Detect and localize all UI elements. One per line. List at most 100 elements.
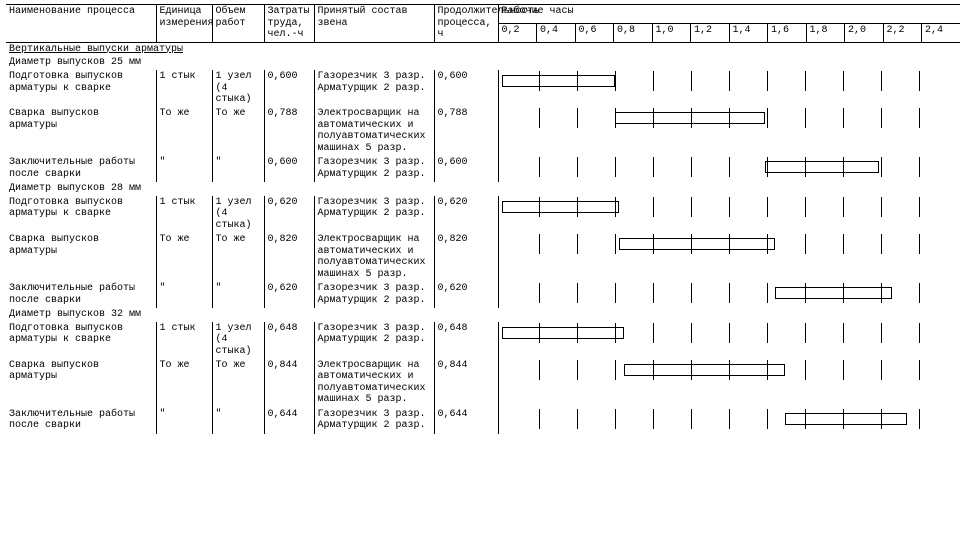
- hdr-tick: 0,2: [498, 23, 537, 42]
- cell-duration: 0,648: [434, 322, 498, 359]
- cell-crew: Газорезчик 3 разр. Арматурщик 2 разр.: [314, 156, 434, 182]
- gantt-cell: [498, 70, 960, 107]
- gantt-bar: [624, 364, 784, 376]
- cell-unit: 1 стык: [156, 196, 212, 233]
- cell-labor: 0,820: [264, 233, 314, 282]
- gantt-bar: [785, 413, 907, 425]
- cell-name: Подготовка выпусков арматуры к сварке: [6, 70, 156, 107]
- hdr-tick: 1,6: [768, 23, 807, 42]
- hdr-duration: Продолжительность процесса, ч: [434, 5, 498, 43]
- cell-labor: 0,644: [264, 408, 314, 434]
- cell-name: Подготовка выпусков арматуры к сварке: [6, 322, 156, 359]
- cell-crew: Электросварщик на автоматических и полуа…: [314, 359, 434, 408]
- table-row: Подготовка выпусков арматуры к сварке1 с…: [6, 196, 960, 233]
- cell-unit: 1 стык: [156, 70, 212, 107]
- hdr-tick: 1,4: [729, 23, 768, 42]
- group-title: Диаметр выпусков 28 мм: [6, 182, 960, 196]
- cell-labor: 0,620: [264, 282, 314, 308]
- cell-unit: ": [156, 282, 212, 308]
- gantt-cell: [498, 282, 960, 308]
- hdr-tick: 0,4: [537, 23, 576, 42]
- cell-volume: ": [212, 408, 264, 434]
- gantt-cell: [498, 107, 960, 156]
- process-table: Наименование процесса Единица измерения …: [6, 4, 960, 425]
- hdr-tick: 2,0: [845, 23, 884, 42]
- cell-unit: 1 стык: [156, 322, 212, 359]
- cell-unit: ": [156, 156, 212, 182]
- group-title: Диаметр выпусков 25 мм: [6, 56, 960, 70]
- table-row: Подготовка выпусков арматуры к сварке1 с…: [6, 322, 960, 359]
- cell-volume: ": [212, 156, 264, 182]
- cell-name: Сварка выпусков арматуры: [6, 107, 156, 156]
- cell-unit: То же: [156, 107, 212, 156]
- cell-volume: ": [212, 282, 264, 308]
- cell-crew: Газорезчик 3 разр. Арматурщик 2 разр.: [314, 196, 434, 233]
- gantt-bar: [765, 161, 879, 173]
- table-row: Сварка выпусков арматурыТо жеТо же0,820Э…: [6, 233, 960, 282]
- cell-name: Подготовка выпусков арматуры к сварке: [6, 196, 156, 233]
- gantt-cell: [498, 233, 960, 282]
- table-row: Заключительные работы после сварки""0,64…: [6, 408, 960, 434]
- hdr-tick: 1,2: [691, 23, 730, 42]
- cell-volume: То же: [212, 107, 264, 156]
- cell-duration: 0,844: [434, 359, 498, 408]
- cell-duration: 0,600: [434, 156, 498, 182]
- cell-name: Заключительные работы после сварки: [6, 408, 156, 434]
- hdr-crew: Принятый состав звена: [314, 5, 434, 43]
- cell-duration: 0,620: [434, 196, 498, 233]
- cell-labor: 0,600: [264, 156, 314, 182]
- cell-labor: 0,620: [264, 196, 314, 233]
- hdr-tick: 2,4: [922, 23, 961, 42]
- cell-duration: 0,600: [434, 70, 498, 107]
- cell-labor: 0,844: [264, 359, 314, 408]
- table-row: Сварка выпусков арматурыТо жеТо же0,788Э…: [6, 107, 960, 156]
- gantt-cell: [498, 322, 960, 359]
- hdr-tick: 1,0: [652, 23, 691, 42]
- cell-duration: 0,820: [434, 233, 498, 282]
- cell-crew: Газорезчик 3 разр. Арматурщик 2 разр.: [314, 282, 434, 308]
- cell-duration: 0,620: [434, 282, 498, 308]
- cell-crew: Электросварщик на автоматических и полуа…: [314, 233, 434, 282]
- cell-crew: Газорезчик 3 разр. Арматурщик 2 разр.: [314, 322, 434, 359]
- hdr-labor: Затраты труда, чел.-ч: [264, 5, 314, 43]
- cell-crew: Электросварщик на автоматических и полуа…: [314, 107, 434, 156]
- cell-labor: 0,600: [264, 70, 314, 107]
- hdr-tick: 2,2: [883, 23, 922, 42]
- cell-volume: 1 узел (4 стыка): [212, 70, 264, 107]
- hdr-hours: Рабочие часы: [498, 5, 960, 24]
- hdr-tick: 0,8: [614, 23, 653, 42]
- hdr-tick: 0,6: [575, 23, 614, 42]
- gantt-bar: [619, 238, 775, 250]
- cell-name: Сварка выпусков арматуры: [6, 359, 156, 408]
- cell-crew: Газорезчик 3 разр. Арматурщик 2 разр.: [314, 408, 434, 434]
- table-row: Заключительные работы после сварки""0,60…: [6, 156, 960, 182]
- table-row: Заключительные работы после сварки""0,62…: [6, 282, 960, 308]
- cell-duration: 0,788: [434, 107, 498, 156]
- gantt-cell: [498, 196, 960, 233]
- cell-duration: 0,644: [434, 408, 498, 434]
- cell-labor: 0,648: [264, 322, 314, 359]
- cell-name: Заключительные работы после сварки: [6, 156, 156, 182]
- gantt-cell: [498, 359, 960, 408]
- gantt-bar: [502, 201, 620, 213]
- gantt-bar: [502, 75, 616, 87]
- hdr-unit: Единица измерения: [156, 5, 212, 43]
- gantt-bar: [775, 287, 893, 299]
- cell-volume: 1 узел (4 стыка): [212, 196, 264, 233]
- group-title: Диаметр выпусков 32 мм: [6, 308, 960, 322]
- hdr-volume: Объем работ: [212, 5, 264, 43]
- gantt-cell: [498, 156, 960, 182]
- table-row: Подготовка выпусков арматуры к сварке1 с…: [6, 70, 960, 107]
- gantt-bar: [615, 112, 765, 124]
- gantt-cell: [498, 408, 960, 434]
- section-title: Вертикальные выпуски арматуры: [6, 42, 960, 56]
- hdr-name: Наименование процесса: [6, 5, 156, 43]
- cell-volume: То же: [212, 359, 264, 408]
- cell-crew: Газорезчик 3 разр. Арматурщик 2 разр.: [314, 70, 434, 107]
- cell-unit: То же: [156, 233, 212, 282]
- cell-name: Сварка выпусков арматуры: [6, 233, 156, 282]
- cell-volume: 1 узел (4 стыка): [212, 322, 264, 359]
- hdr-tick: 1,8: [806, 23, 845, 42]
- cell-volume: То же: [212, 233, 264, 282]
- cell-labor: 0,788: [264, 107, 314, 156]
